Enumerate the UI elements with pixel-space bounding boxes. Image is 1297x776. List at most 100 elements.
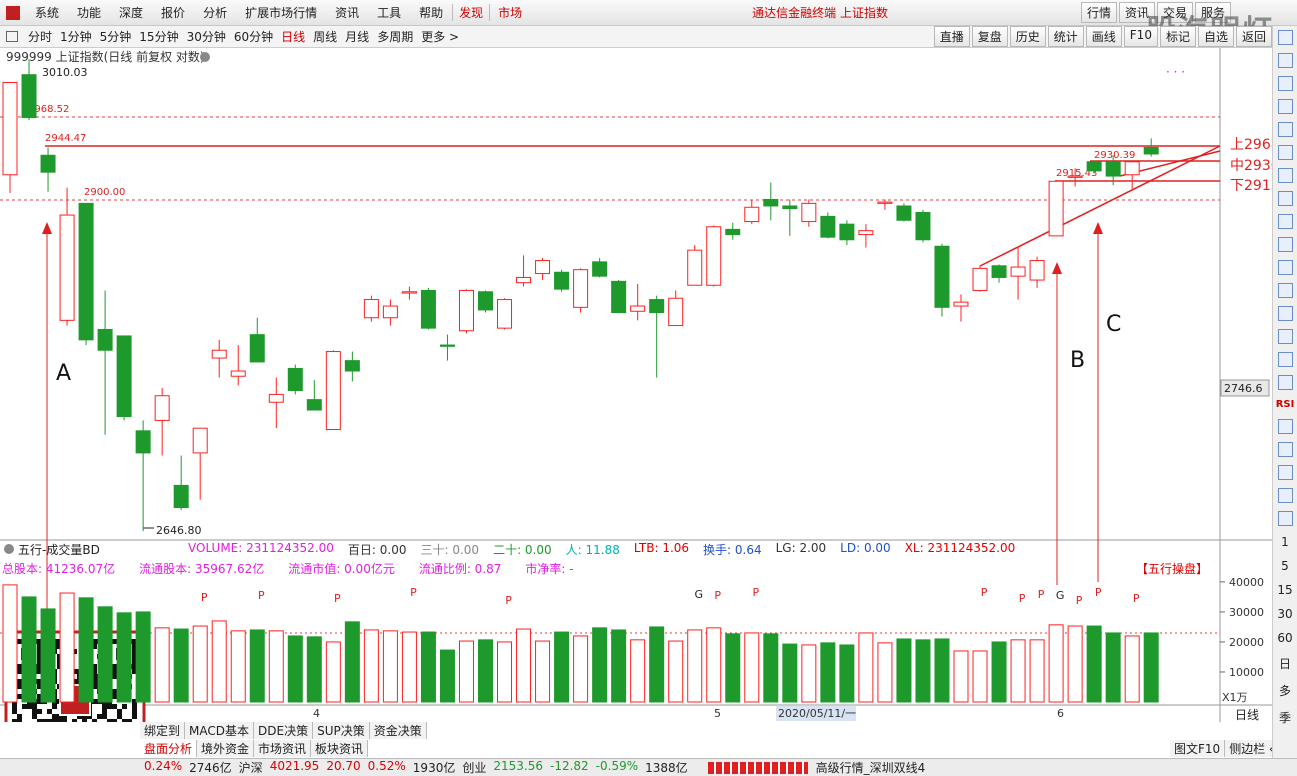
price-mark: 2646.80 bbox=[156, 524, 202, 537]
tool-icon[interactable] bbox=[1277, 214, 1293, 229]
menu-item[interactable]: 帮助 bbox=[419, 6, 444, 20]
qr-cell bbox=[92, 644, 97, 649]
period-text[interactable]: 日线 bbox=[1234, 708, 1259, 722]
top-button[interactable]: 交易 bbox=[1156, 2, 1193, 23]
tool-icon[interactable] bbox=[1277, 122, 1293, 137]
tool-button[interactable]: 标记 bbox=[1159, 26, 1196, 47]
toggle-icon[interactable] bbox=[6, 31, 18, 42]
indicator-tab[interactable]: 资金决策 bbox=[369, 722, 427, 739]
qr-cell bbox=[32, 704, 37, 709]
period-tab[interactable]: 多周期 bbox=[377, 30, 414, 44]
tool-button[interactable]: 复盘 bbox=[971, 26, 1008, 47]
tool-icon[interactable] bbox=[1277, 99, 1293, 114]
tool-icon[interactable] bbox=[1277, 511, 1293, 526]
period-tab[interactable]: 日线 bbox=[281, 30, 306, 44]
tool-icon[interactable] bbox=[1277, 260, 1293, 275]
title-menu-icon[interactable] bbox=[200, 52, 210, 62]
volume-bar bbox=[1067, 625, 1083, 703]
tool-icon[interactable] bbox=[1277, 30, 1293, 45]
qr-cell bbox=[112, 694, 117, 699]
menu-item[interactable]: 资讯 bbox=[335, 6, 360, 20]
rsi-button[interactable]: RSI bbox=[1275, 399, 1295, 410]
tool-button[interactable]: 画线 bbox=[1085, 26, 1122, 47]
menu-item[interactable]: 报价 bbox=[161, 6, 186, 20]
status-item: -0.59% bbox=[595, 759, 639, 773]
period-tab[interactable]: 30分钟 bbox=[186, 30, 226, 44]
menu-item[interactable]: 系统 bbox=[35, 6, 60, 20]
candle-body bbox=[630, 305, 646, 312]
period-button[interactable]: 15 bbox=[1277, 583, 1293, 597]
tool-button[interactable]: 返回 bbox=[1235, 26, 1272, 47]
period-tab[interactable]: 月线 bbox=[345, 30, 370, 44]
tool-button[interactable]: 统计 bbox=[1047, 26, 1084, 47]
indicator-tab[interactable]: SUP决策 bbox=[313, 722, 370, 739]
volume-signal: G bbox=[1056, 589, 1065, 602]
period-tools: 直播 复盘 历史 统计 画线 F10 标记 自选 返回 bbox=[932, 26, 1272, 47]
tool-icon[interactable] bbox=[1277, 352, 1293, 367]
annotation-letter: B bbox=[1070, 348, 1085, 373]
menu-item[interactable]: 深度 bbox=[119, 6, 144, 20]
volume-bar bbox=[40, 608, 56, 703]
tool-icon[interactable] bbox=[1277, 145, 1293, 160]
qr-cell bbox=[87, 714, 92, 719]
period-tab[interactable]: 5分钟 bbox=[99, 30, 132, 44]
stat: 总股本: 41236.07亿 bbox=[2, 561, 116, 576]
tool-button[interactable]: 自选 bbox=[1197, 26, 1234, 47]
period-tab[interactable]: 周线 bbox=[313, 30, 338, 44]
tool-icon[interactable] bbox=[1277, 488, 1293, 503]
info-tab[interactable]: 境外资金 bbox=[197, 740, 255, 757]
tool-icon[interactable] bbox=[1277, 465, 1293, 480]
top-button[interactable]: 行情 bbox=[1080, 2, 1117, 23]
tool-icon[interactable] bbox=[1277, 375, 1293, 390]
indicator-tab[interactable]: 绑定到 bbox=[140, 722, 186, 739]
candle-body bbox=[306, 399, 322, 411]
period-tab[interactable]: 15分钟 bbox=[139, 30, 179, 44]
tool-button[interactable]: 直播 bbox=[933, 26, 970, 47]
volume-signal: P bbox=[1038, 588, 1045, 601]
indicator-tab[interactable]: DDE决策 bbox=[254, 722, 314, 739]
tool-button[interactable]: 历史 bbox=[1009, 26, 1046, 47]
menu-item[interactable]: 功能 bbox=[77, 6, 102, 20]
candle-body bbox=[535, 260, 551, 275]
menu-item[interactable]: 扩展市场行情 bbox=[245, 6, 318, 20]
current-price-box bbox=[1220, 379, 1270, 397]
tool-icon[interactable] bbox=[1277, 237, 1293, 252]
tool-icon[interactable] bbox=[1277, 168, 1293, 183]
indicator-tab[interactable]: MACD基本 bbox=[185, 722, 254, 739]
period-tab[interactable]: 分时 bbox=[28, 30, 53, 44]
top-button[interactable]: 服务 bbox=[1194, 2, 1231, 23]
info-tab[interactable]: 板块资讯 bbox=[311, 740, 369, 757]
period-button[interactable]: 1 bbox=[1281, 535, 1289, 549]
sidebar-toggle[interactable]: 侧边栏 « bbox=[1225, 740, 1282, 757]
volume-bar bbox=[1086, 625, 1102, 703]
tool-icon[interactable] bbox=[1277, 329, 1293, 344]
tool-button[interactable]: F10 bbox=[1123, 26, 1158, 47]
tool-icon[interactable] bbox=[1277, 306, 1293, 321]
tool-icon[interactable] bbox=[1277, 53, 1293, 68]
menu-item[interactable]: 工具 bbox=[377, 6, 402, 20]
period-button[interactable]: 30 bbox=[1277, 607, 1293, 621]
tool-icon[interactable] bbox=[1277, 283, 1293, 298]
tool-icon[interactable] bbox=[1277, 191, 1293, 206]
period-button[interactable]: 日 bbox=[1278, 657, 1291, 671]
discover-menu[interactable]: 发现 bbox=[452, 4, 489, 21]
tool-icon[interactable] bbox=[1277, 442, 1293, 457]
market-menu[interactable]: 市场 bbox=[489, 4, 530, 21]
period-tab[interactable]: 1分钟 bbox=[60, 30, 92, 44]
period-button[interactable]: 5 bbox=[1281, 559, 1289, 573]
f10-link[interactable]: 图文F10 bbox=[1170, 740, 1226, 757]
info-tab[interactable]: 市场资讯 bbox=[254, 740, 312, 757]
period-button[interactable]: 60 bbox=[1277, 631, 1293, 645]
menu-item[interactable]: 分析 bbox=[203, 6, 228, 20]
menu-bar: 系统 功能 深度 报价 分析 扩展市场行情 资讯 工具 帮助 发现 市场 通达信金融终端 上证指… bbox=[0, 0, 1297, 26]
tool-icon[interactable] bbox=[1277, 76, 1293, 91]
period-button[interactable]: 多 bbox=[1278, 684, 1291, 698]
tool-icon[interactable] bbox=[1277, 419, 1293, 434]
period-tab[interactable]: 更多 > bbox=[421, 30, 460, 44]
top-button[interactable]: 资讯 bbox=[1118, 2, 1155, 23]
period-button[interactable]: 季 bbox=[1278, 711, 1291, 725]
period-tab[interactable]: 60分钟 bbox=[233, 30, 274, 44]
candle-body bbox=[1010, 266, 1026, 277]
pane-menu-icon[interactable] bbox=[4, 544, 14, 554]
info-tab[interactable]: 盘面分析 bbox=[140, 740, 198, 757]
